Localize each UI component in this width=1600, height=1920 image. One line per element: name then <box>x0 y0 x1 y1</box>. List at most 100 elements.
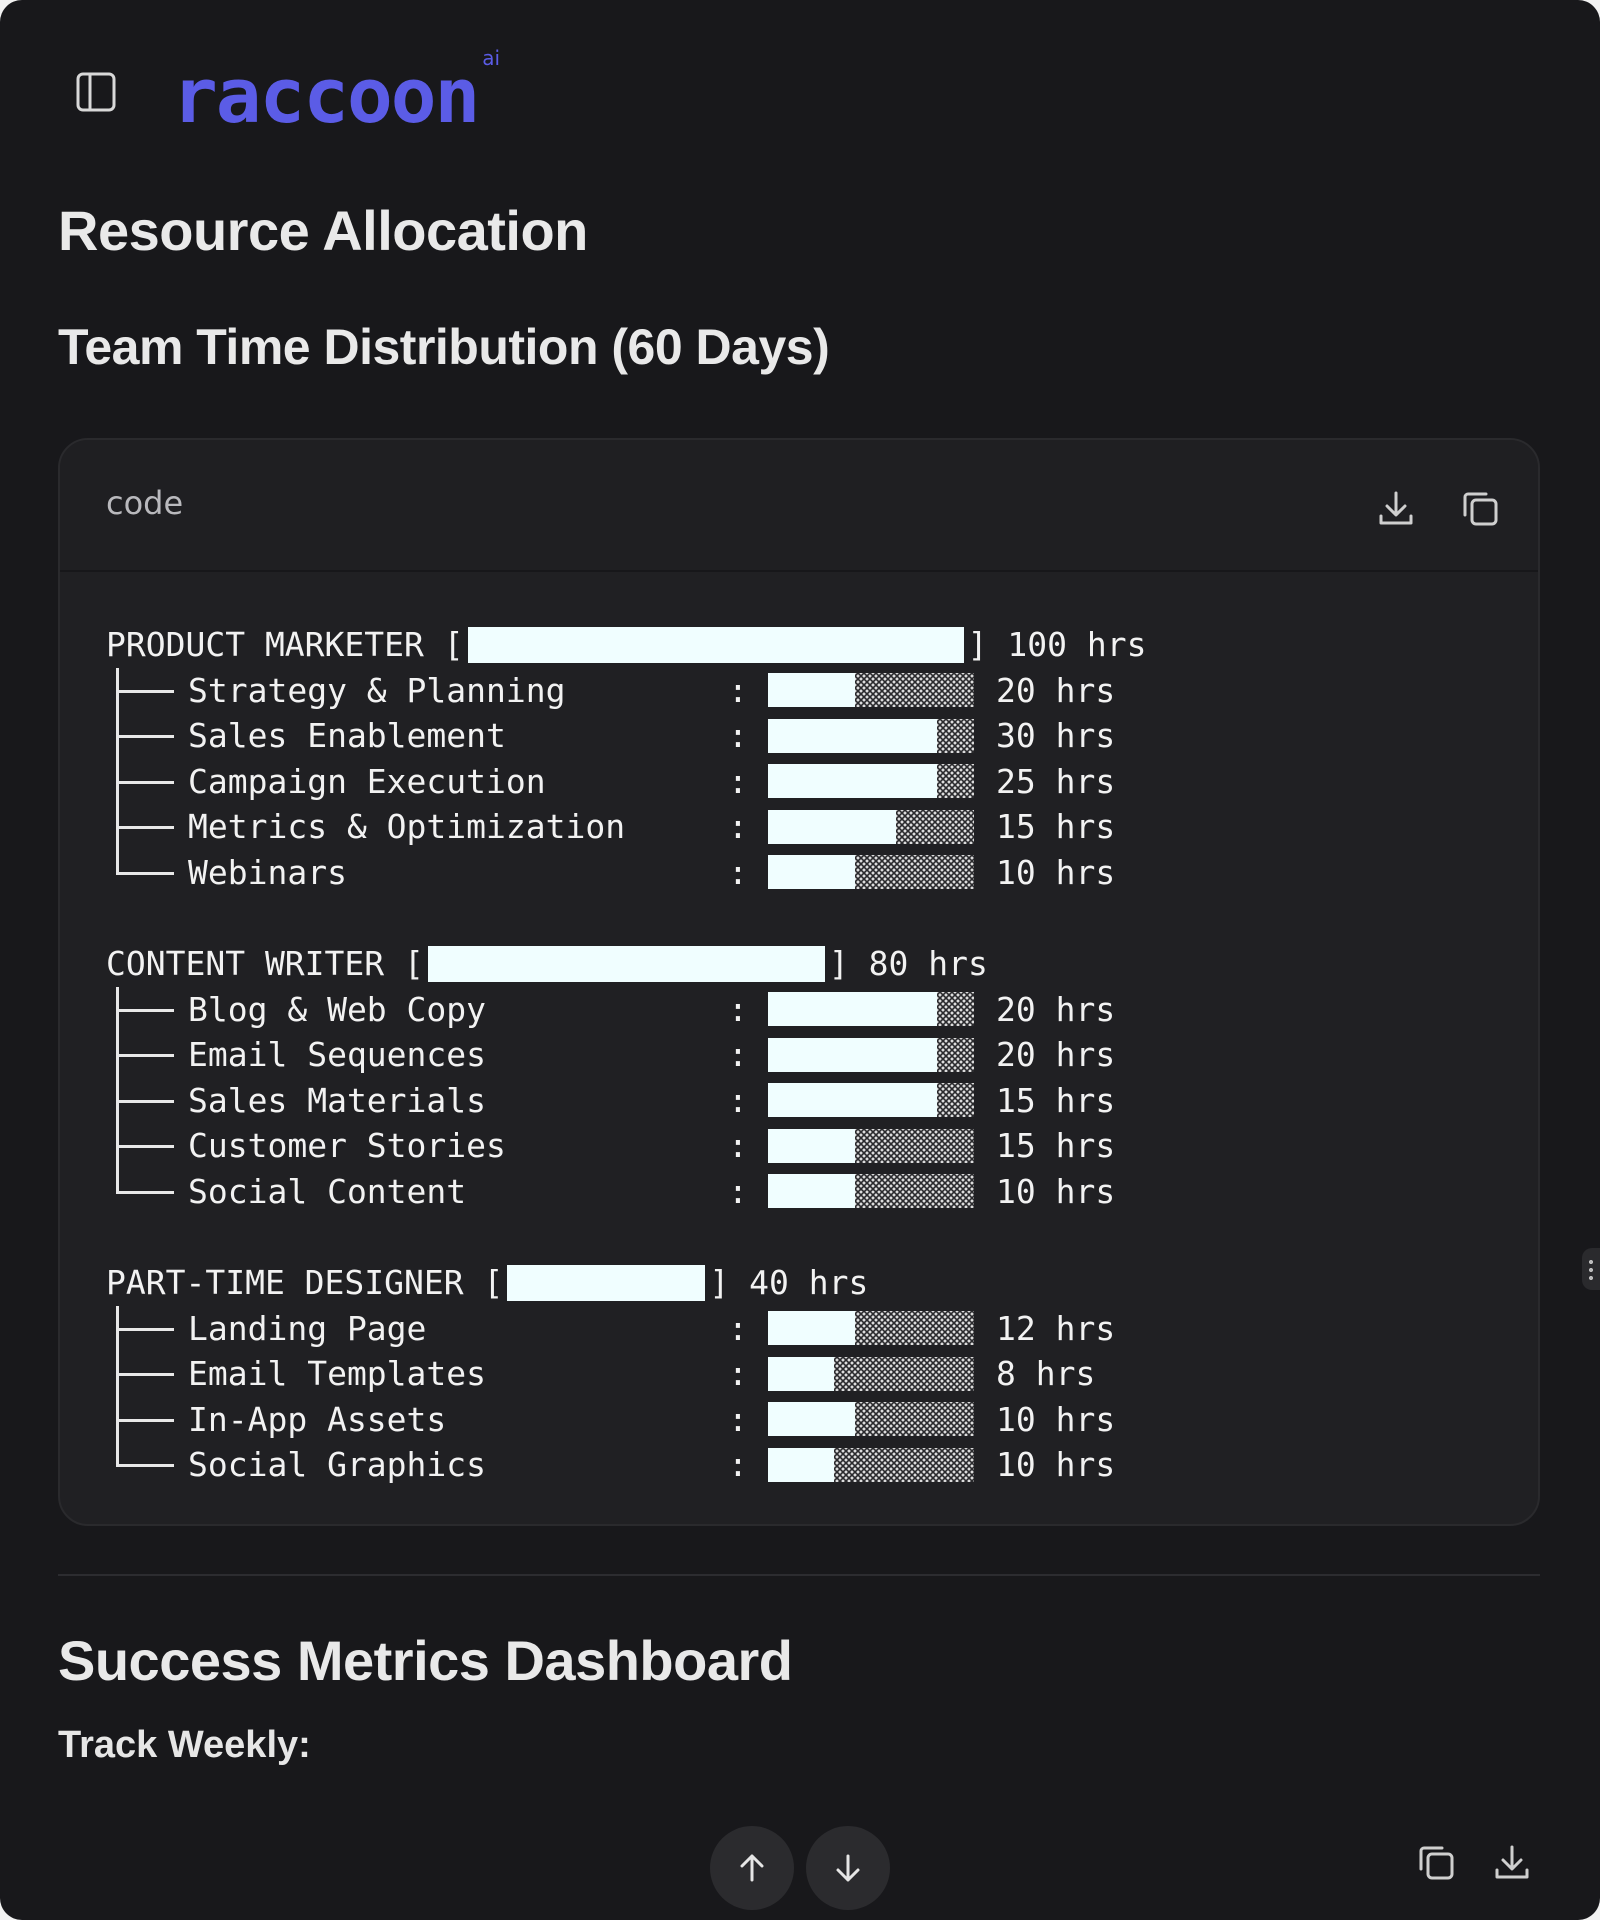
tree-branch <box>106 804 188 850</box>
task-bar <box>768 1402 974 1437</box>
sidebar-toggle-button[interactable] <box>74 70 118 114</box>
task-hours: 12 hrs <box>996 1308 1116 1348</box>
task-label: Sales Enablement <box>188 716 506 756</box>
code-language-label: code <box>106 484 184 522</box>
track-weekly-label: Track Weekly: <box>58 1724 311 1766</box>
tree-branch-last <box>106 849 188 896</box>
brand-name: raccoon <box>172 51 480 140</box>
tree-branch-last <box>106 1168 188 1215</box>
task-bar <box>768 1311 974 1346</box>
tree-branch-last <box>106 1442 188 1488</box>
code-block-header: code <box>60 440 1538 572</box>
task-bar <box>768 718 974 753</box>
copy-response-button[interactable] <box>1412 1838 1460 1886</box>
task-bar <box>768 1356 974 1391</box>
role-total: 80 hrs <box>868 944 988 984</box>
role-total-bar <box>507 1264 706 1301</box>
task-line: In-App Assets : 10 hrs <box>106 1396 1538 1442</box>
task-bar <box>768 673 974 708</box>
role-total-bar <box>427 945 825 982</box>
copy-icon <box>1419 1846 1454 1880</box>
brand-superscript: ai <box>482 46 501 70</box>
page-title: Resource Allocation <box>58 199 588 262</box>
brand-logo: raccoon ai <box>172 46 500 136</box>
role-group: PART-TIME DESIGNER [] 40 hrs Landing Pag… <box>106 1260 1538 1488</box>
task-line: Webinars : 10 hrs <box>106 849 1538 896</box>
tree-branch <box>106 1123 188 1169</box>
task-label: Landing Page <box>188 1308 427 1348</box>
role-total: 40 hrs <box>749 1263 869 1303</box>
task-label: Metrics & Optimization <box>188 807 626 847</box>
role-name: PRODUCT MARKETER <box>106 625 424 665</box>
scroll-down-button[interactable] <box>806 1826 890 1910</box>
role-total-bar <box>467 626 964 663</box>
task-hours: 15 hrs <box>996 807 1116 847</box>
task-hours: 20 hrs <box>996 989 1116 1029</box>
tree-branch <box>106 1077 188 1123</box>
task-line: Blog & Web Copy : 20 hrs <box>106 986 1538 1032</box>
task-hours: 15 hrs <box>996 1126 1116 1166</box>
task-line: Landing Page : 12 hrs <box>106 1305 1538 1351</box>
task-label: Email Sequences <box>188 1035 487 1075</box>
role-group: PRODUCT MARKETER [] 100 hrs Strategy & P… <box>106 622 1538 895</box>
task-bar <box>768 1447 974 1482</box>
arrow-up-icon <box>740 1854 764 1882</box>
task-bar <box>768 855 974 890</box>
role-total: 100 hrs <box>1007 625 1147 665</box>
task-label: Email Templates <box>188 1354 487 1394</box>
task-bar <box>768 764 974 799</box>
task-label: Social Content <box>188 1171 467 1211</box>
task-label: In-App Assets <box>188 1399 447 1439</box>
code-block: code PRODUCT MARKETER [] 100 hrs <box>58 438 1540 1526</box>
tree-branch <box>106 758 188 804</box>
role-line: CONTENT WRITER [] 80 hrs <box>106 944 988 984</box>
code-content: PRODUCT MARKETER [] 100 hrs Strategy & P… <box>60 572 1538 1488</box>
task-line: Strategy & Planning : 20 hrs <box>106 667 1538 713</box>
task-bar <box>768 1128 974 1163</box>
tree-branch <box>106 986 188 1032</box>
task-line: Social Graphics : 10 hrs <box>106 1442 1538 1488</box>
task-hours: 10 hrs <box>996 852 1116 892</box>
task-hours: 20 hrs <box>996 1035 1116 1075</box>
task-hours: 8 hrs <box>996 1354 1096 1394</box>
tree-branch <box>106 667 188 713</box>
scroll-up-button[interactable] <box>710 1826 794 1910</box>
task-line: Customer Stories : 15 hrs <box>106 1123 1538 1169</box>
download-icon <box>1379 491 1413 525</box>
task-line: Sales Enablement : 30 hrs <box>106 713 1538 759</box>
task-label: Social Graphics <box>188 1445 487 1485</box>
task-line: Metrics & Optimization : 15 hrs <box>106 804 1538 850</box>
copy-icon <box>1463 492 1498 526</box>
download-response-button[interactable] <box>1488 1838 1536 1886</box>
role-name: PART-TIME DESIGNER <box>106 1263 464 1303</box>
task-bar <box>768 1037 974 1072</box>
role-group: CONTENT WRITER [] 80 hrs Blog & Web Copy… <box>106 941 1538 1214</box>
role-line: PART-TIME DESIGNER [] 40 hrs <box>106 1263 869 1303</box>
tree-branch <box>106 713 188 759</box>
tree-branch <box>106 1032 188 1078</box>
task-label: Campaign Execution <box>188 761 546 801</box>
task-line: Campaign Execution : 25 hrs <box>106 758 1538 804</box>
arrow-down-icon <box>836 1854 860 1882</box>
task-label: Sales Materials <box>188 1080 487 1120</box>
task-bar <box>768 992 974 1027</box>
task-hours: 20 hrs <box>996 670 1116 710</box>
copy-button[interactable] <box>1456 484 1504 532</box>
task-hours: 10 hrs <box>996 1445 1116 1485</box>
task-bar <box>768 1083 974 1118</box>
task-label: Webinars <box>188 852 347 892</box>
task-hours: 10 hrs <box>996 1171 1116 1211</box>
section-title: Team Time Distribution (60 Days) <box>58 319 830 375</box>
task-line: Sales Materials : 15 hrs <box>106 1077 1538 1123</box>
task-hours: 15 hrs <box>996 1080 1116 1120</box>
tree-branch <box>106 1351 188 1397</box>
task-bar <box>768 809 974 844</box>
role-name: CONTENT WRITER <box>106 944 385 984</box>
download-button[interactable] <box>1372 484 1420 532</box>
task-label: Strategy & Planning <box>188 670 566 710</box>
task-line: Email Sequences : 20 hrs <box>106 1032 1538 1078</box>
task-hours: 10 hrs <box>996 1399 1116 1439</box>
task-hours: 25 hrs <box>996 761 1116 801</box>
panel-resize-handle[interactable] <box>1582 1248 1600 1290</box>
